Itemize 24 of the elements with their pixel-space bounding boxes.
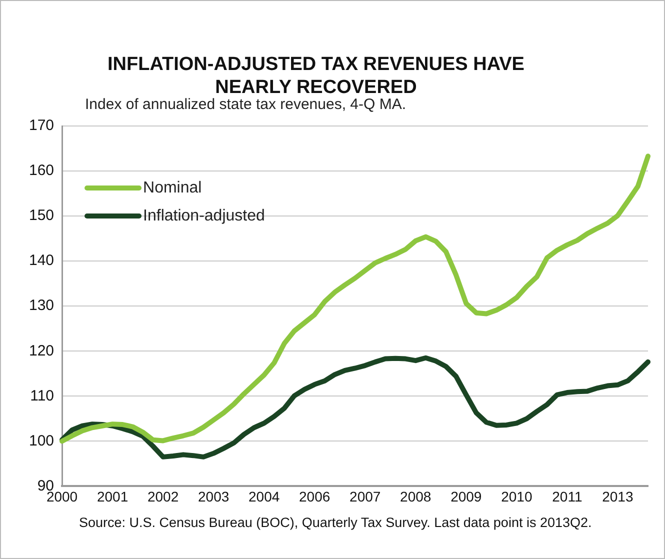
y-tick-label: 110 <box>30 387 54 404</box>
y-tick-label: 160 <box>28 162 54 180</box>
x-tick-label: 2001 <box>96 488 128 504</box>
y-tick-label: 130 <box>28 297 54 314</box>
x-tick-label: 2007 <box>350 488 381 504</box>
y-tick-label: 170 <box>28 117 54 134</box>
x-tick-label: 2013 <box>602 488 634 504</box>
y-tick-label: 150 <box>28 207 54 224</box>
source-note: Source: U.S. Census Bureau (BOC), Quarterly Tax Survey. Last data point is 2013Q2. <box>79 514 593 532</box>
y-tick-label: 140 <box>28 252 54 270</box>
x-tick-label: 2010 <box>501 488 532 504</box>
y-tick-label: 120 <box>28 342 54 360</box>
chart-subtitle: Index of annualized state tax revenues, 4-Q MA. <box>85 96 406 113</box>
legend-label: Nominal <box>143 179 202 196</box>
x-tick-label: 2008 <box>400 488 432 504</box>
x-tick-label: 2011 <box>552 488 582 504</box>
x-tick-label: 2006 <box>299 488 330 504</box>
x-tick-label: 2009 <box>450 488 482 504</box>
x-tick-label: 2004 <box>248 488 280 504</box>
x-tick-label: 2002 <box>147 488 179 504</box>
legend-label: Inflation-adjusted <box>143 207 265 224</box>
y-tick-label: 100 <box>28 432 54 450</box>
chart-title: INFLATION-ADJUSTED TAX REVENUES HAVE NEARLY RECOVERED <box>106 53 526 98</box>
x-tick-label: 2003 <box>198 488 230 504</box>
